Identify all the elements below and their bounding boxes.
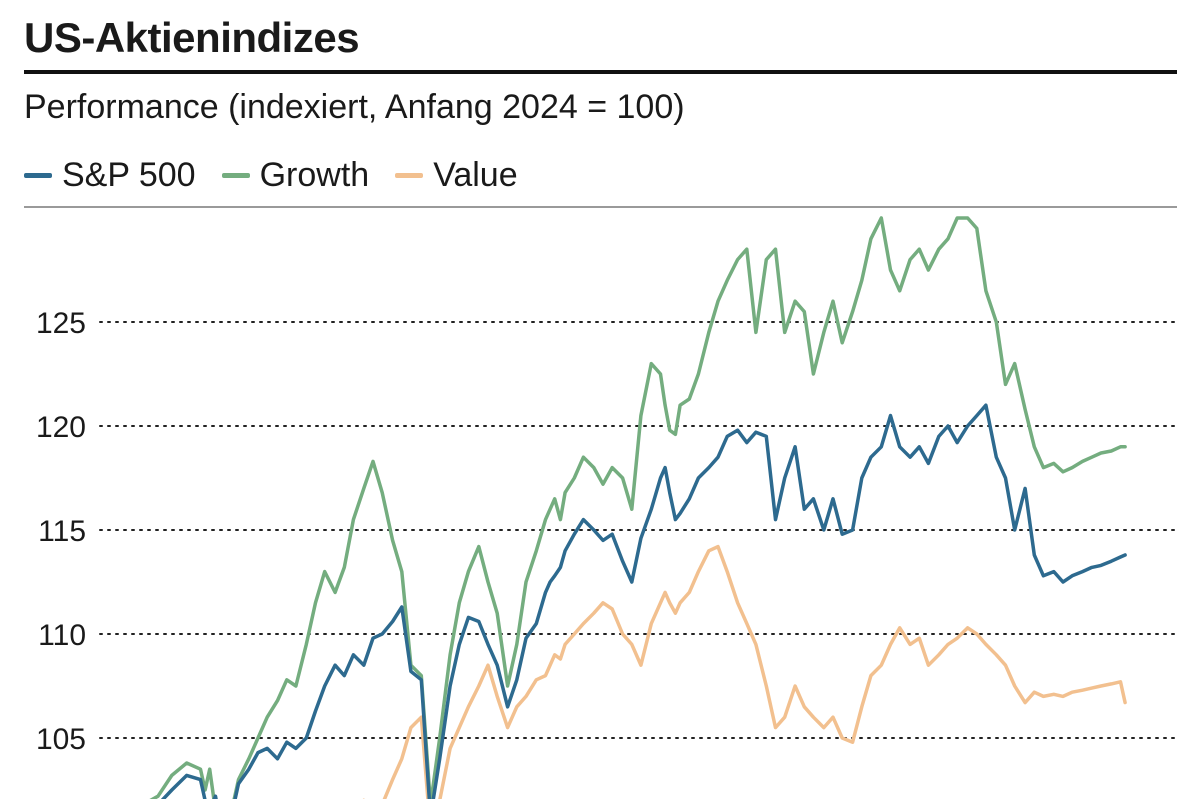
legend-swatch-sp500: [24, 173, 52, 178]
title-rule: [24, 70, 1177, 74]
legend-rule: [24, 206, 1177, 208]
series-line-value: [362, 544, 1127, 799]
chart-title: US-Aktienindizes: [24, 14, 360, 61]
y-tick-label-105: 105: [36, 723, 86, 756]
legend-label-value: Value: [433, 156, 518, 194]
series-layer: [149, 216, 1127, 799]
legend: S&P 500 Growth Value: [24, 156, 544, 195]
series-line-sp500: [160, 403, 1127, 799]
legend-swatch-growth: [221, 173, 250, 178]
y-tick-label-115: 115: [38, 515, 86, 548]
y-tick-label-110: 110: [38, 619, 86, 652]
series-line-growth: [149, 216, 1127, 799]
y-tick-label-120: 120: [36, 411, 86, 444]
legend-item-sp500: S&P 500: [24, 156, 196, 195]
legend-item-growth: Growth: [221, 156, 370, 195]
legend-swatch-value: [395, 173, 424, 178]
legend-label-sp500: S&P 500: [62, 156, 196, 194]
y-tick-labels: 105 110 115 120 125: [36, 307, 86, 756]
legend-item-value: Value: [395, 156, 518, 195]
chart-subtitle: Performance (indexiert, Anfang 2024 = 10…: [24, 88, 685, 126]
y-tick-label-125: 125: [36, 307, 86, 340]
legend-label-growth: Growth: [259, 156, 370, 194]
